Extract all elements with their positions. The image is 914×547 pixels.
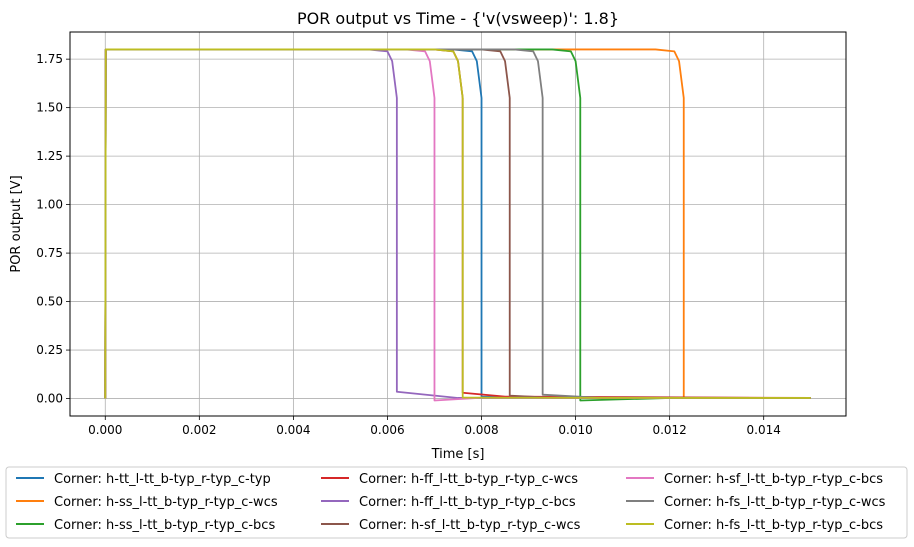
y-tick-label: 1.50 xyxy=(36,101,63,115)
x-tick-label: 0.010 xyxy=(558,423,592,437)
y-tick-label: 1.00 xyxy=(36,198,63,212)
legend-entry-label: Corner: h-ss_l-tt_b-typ_r-typ_c-bcs xyxy=(54,518,275,533)
x-tick-label: 0.008 xyxy=(464,423,498,437)
y-tick-label: 1.25 xyxy=(36,149,63,163)
legend-frame xyxy=(5,466,908,539)
grid-lines xyxy=(70,32,846,416)
y-axis-label: POR output [V] xyxy=(9,175,24,272)
x-tick-label: 0.000 xyxy=(88,423,122,437)
series-line xyxy=(104,48,811,402)
y-tick-label: 0.00 xyxy=(36,392,63,406)
legend-entry-label: Corner: h-sf_l-tt_b-typ_r-typ_c-wcs xyxy=(359,518,581,533)
y-tick-label: 0.50 xyxy=(36,295,63,309)
legend-entry-label: Corner: h-ff_l-tt_b-typ_r-typ_c-bcs xyxy=(359,495,576,510)
x-tick-label: 0.004 xyxy=(276,423,310,437)
x-tick-label: 0.014 xyxy=(747,423,781,437)
y-tick-label: 1.75 xyxy=(36,52,63,66)
legend-entry-label: Corner: h-ss_l-tt_b-typ_r-typ_c-wcs xyxy=(54,495,278,510)
series-line xyxy=(104,48,811,399)
x-axis-ticks: 0.000 0.002 0.004 0.006 0.008 0.010 0.012 0.014 xyxy=(88,416,781,437)
plot-frame xyxy=(69,31,847,417)
x-axis-label: Time [s] xyxy=(431,447,485,462)
y-tick-label: 0.75 xyxy=(36,246,63,260)
series-line xyxy=(104,48,811,399)
series-line xyxy=(104,48,811,399)
series-lines xyxy=(104,48,811,402)
x-tick-label: 0.006 xyxy=(370,423,404,437)
legend-entry-label: Corner: h-fs_l-tt_b-typ_r-typ_c-wcs xyxy=(664,495,886,510)
plot-area xyxy=(104,48,811,402)
legend: Corner: h-tt_l-tt_b-typ_r-typ_c-typ Corne… xyxy=(5,466,908,539)
series-line xyxy=(104,48,811,402)
y-tick-label: 0.25 xyxy=(36,343,63,357)
x-tick-label: 0.002 xyxy=(182,423,216,437)
series-line xyxy=(104,48,811,399)
legend-entry-label: Corner: h-fs_l-tt_b-typ_r-typ_c-bcs xyxy=(664,518,883,533)
y-axis-ticks: 0.00 0.25 0.50 0.75 1.00 1.25 1.50 1.75 xyxy=(36,52,70,406)
series-line xyxy=(104,48,811,399)
legend-entry-label: Corner: h-ff_l-tt_b-typ_r-typ_c-wcs xyxy=(359,472,578,487)
legend-entry-label: Corner: h-tt_l-tt_b-typ_r-typ_c-typ xyxy=(54,472,271,487)
chart-title: POR output vs Time - {'v(vsweep)': 1.8} xyxy=(297,9,619,28)
series-line xyxy=(104,48,811,399)
legend-entry-label: Corner: h-sf_l-tt_b-typ_r-typ_c-bcs xyxy=(664,472,883,487)
series-line xyxy=(104,48,811,399)
x-tick-label: 0.012 xyxy=(652,423,686,437)
